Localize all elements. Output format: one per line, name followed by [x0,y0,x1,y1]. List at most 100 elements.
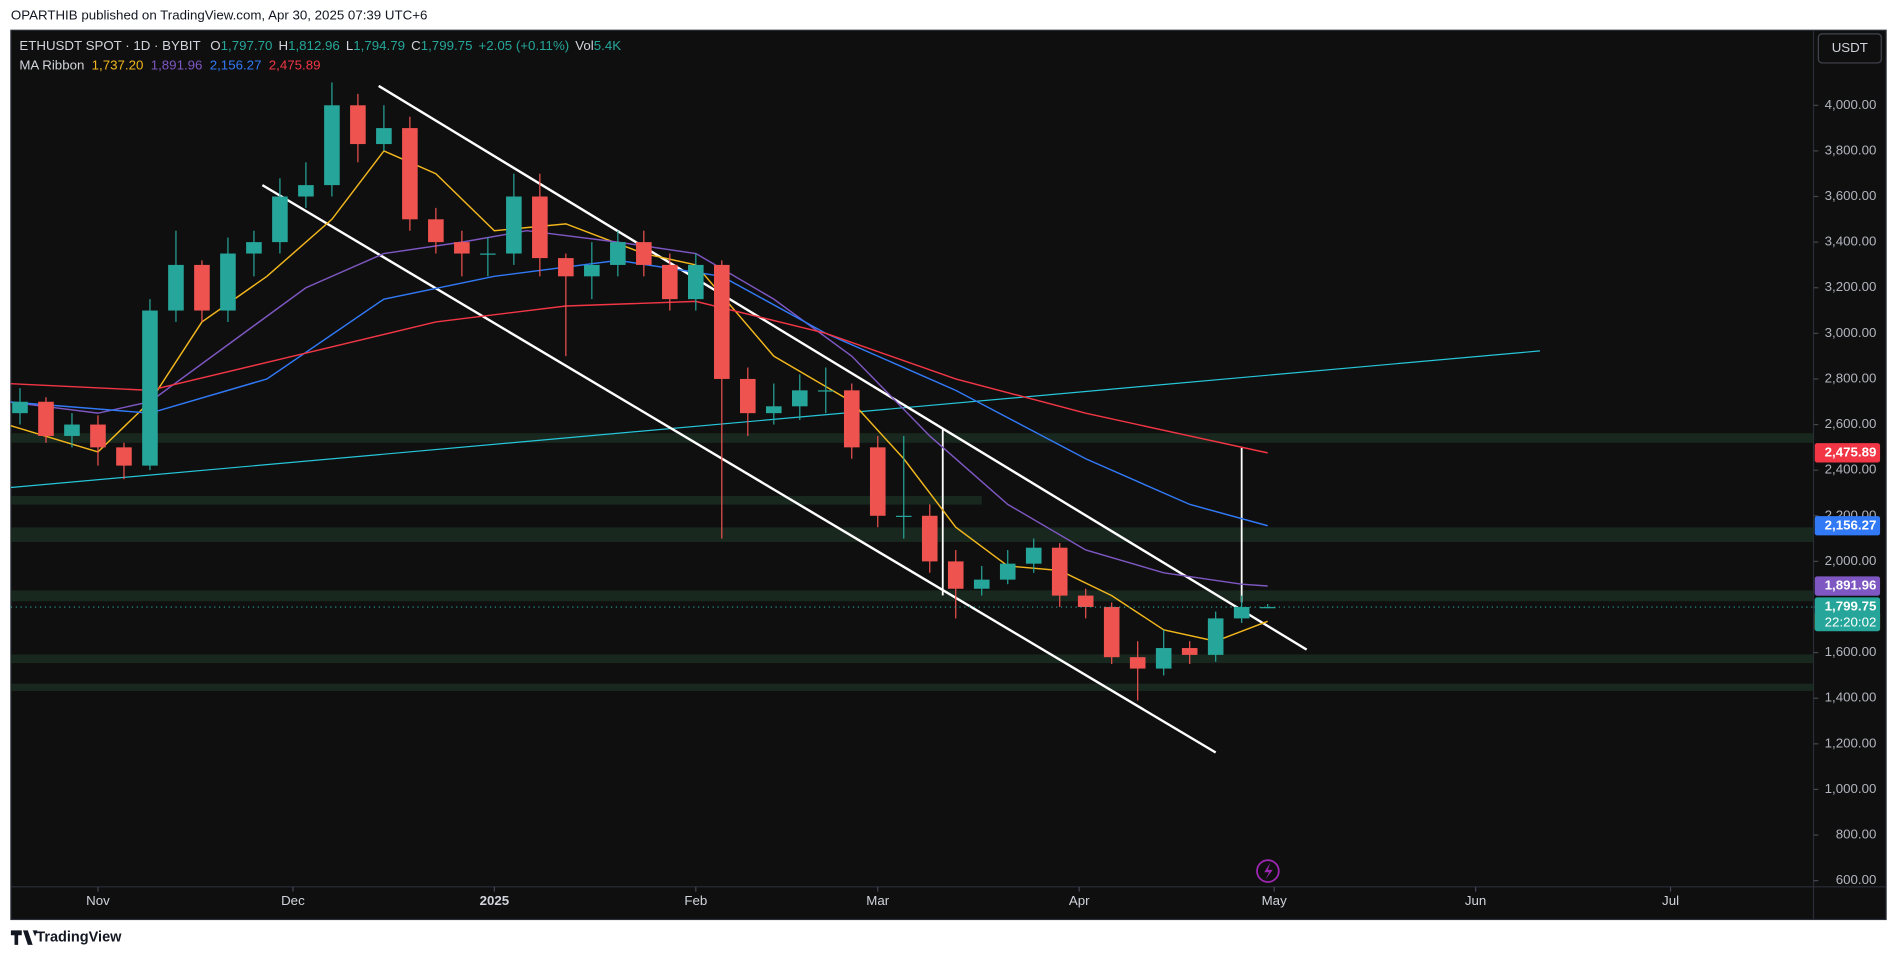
candle-body [1025,547,1042,564]
ma-legend: MA Ribbon 1,737.20 1,891.96 2,156.27 2,475.8… [19,57,320,72]
x-tick-label: Mar [866,893,889,908]
open-value: 1,797.70 [221,38,273,53]
support-zone [10,654,1814,664]
candle-body [610,242,626,265]
low-key: L [346,38,353,53]
x-tick-label: Jul [1662,893,1679,908]
support-zone [10,527,1814,543]
candle-body [791,390,808,407]
candle-body [168,264,184,311]
last-price-label: 1,799.75 [1825,599,1877,614]
candle-body [921,515,938,562]
candle-body [584,264,600,277]
close-value: 1,799.75 [421,38,473,53]
y-tick-label: 3,600.00 [1825,188,1877,203]
candle-body [1181,648,1198,655]
trendline [261,184,1217,754]
candle-body [1129,657,1146,669]
candle-body [817,390,834,392]
y-tick-label: 1,000.00 [1825,781,1877,796]
candle-body [116,447,132,466]
candle-body [454,242,470,254]
candle-body [376,128,392,145]
ma-name: MA Ribbon [19,57,84,72]
y-tick-label: 1,400.00 [1825,690,1877,705]
candle-body [869,447,886,516]
candle-body [298,185,314,197]
candle-body [350,105,366,145]
currency-button[interactable] [1817,33,1882,64]
ma-legend-value: 2,475.89 [269,57,321,72]
candle-body [765,406,782,414]
chart-background [10,29,1887,921]
ma-price-tag [1814,516,1881,536]
candle-body [947,561,964,589]
open-key: O [210,38,220,53]
ma-legend-value: 1,891.96 [151,57,203,72]
candle-body [688,264,704,300]
support-zone [10,495,982,505]
plot-area [10,82,1814,754]
candle-body [324,105,340,186]
x-tick-label: 2025 [480,893,510,908]
symbol-legend: ETHUSDT SPOT · 1D · BYBIT O1,797.70 H1,812… [19,38,621,53]
candle-body [1233,606,1250,619]
high-key: H [278,38,288,53]
bar-countdown: 22:20:02 [1825,614,1877,629]
y-tick-label: 3,800.00 [1825,142,1877,157]
x-tick-label: Jun [1465,893,1486,908]
candle-body [558,258,574,277]
candle-body [272,196,288,243]
moving-average [10,229,1268,587]
candle-body [999,563,1016,580]
close-key: C [411,38,421,53]
trendline [378,84,1308,651]
ma-price-label: 2,475.89 [1825,444,1877,459]
ma-price-label: 2,156.27 [1825,517,1877,532]
y-tick-label: 2,400.00 [1825,462,1877,477]
ma-legend-value: 1,737.20 [92,57,144,72]
currency-label[interactable]: USDT [1832,40,1868,55]
candle-body [142,310,158,466]
tradingview-logo [10,930,38,945]
candle-body [1077,595,1094,607]
y-tick-label: 3,000.00 [1825,325,1877,340]
ma-legend-value: 2,156.27 [210,57,262,72]
candle-body [739,378,756,414]
candle-body [1051,547,1068,596]
candle-body [895,515,912,517]
y-tick-label: 800.00 [1836,827,1877,842]
events-icon[interactable] [1256,859,1280,883]
candle-body [220,253,236,311]
candle-body [1103,606,1120,658]
candle-body [1207,618,1224,655]
y-tick-label: 1,200.00 [1825,735,1877,750]
y-tick-label: 4,000.00 [1825,97,1877,112]
candle-body [1155,648,1172,669]
y-tick-label: 3,200.00 [1825,279,1877,294]
symbol: ETHUSDT SPOT · 1D · BYBIT [19,38,200,53]
ma-price-tag [1814,576,1881,596]
candle-body [246,242,262,254]
x-tick-label: May [1262,893,1287,908]
publish-info: OPARTHIB published on TradingView.com, A… [11,7,428,22]
candle-body [194,264,210,311]
candle-body [64,424,80,436]
high-value: 1,812.96 [288,38,340,53]
x-tick-label: Dec [281,893,305,908]
y-tick-label: 1,600.00 [1825,644,1877,659]
candle-body [12,401,28,414]
brand-name: TradingView [36,929,122,945]
candle-body [38,401,54,436]
last-price-tag [1814,597,1881,632]
support-zone [10,590,1814,602]
candle-body [506,196,522,254]
candle-body [843,390,860,448]
candle-body [480,253,496,255]
y-tick-label: 2,000.00 [1825,553,1877,568]
candle-body [662,264,678,300]
low-value: 1,794.79 [353,38,405,53]
change-value: +2.05 (+0.11%) [479,38,570,53]
